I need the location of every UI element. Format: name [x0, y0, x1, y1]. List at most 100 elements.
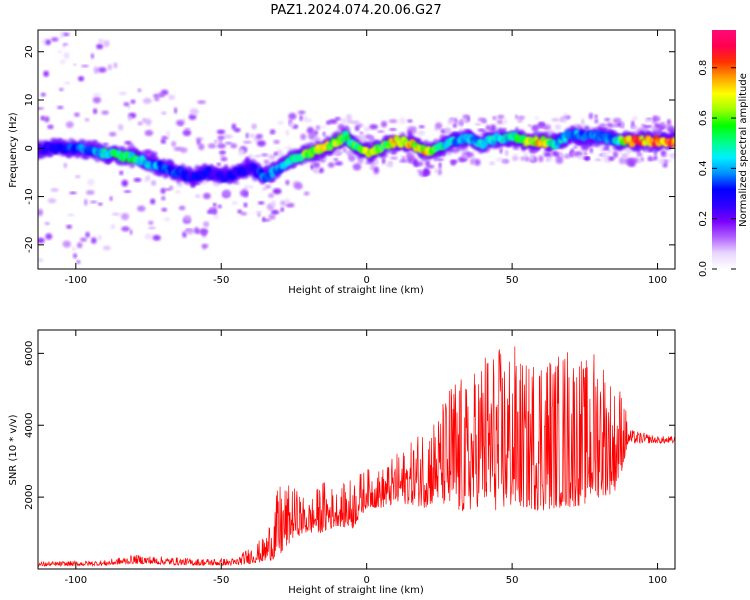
spectrogram-cell [92, 96, 101, 104]
spectrogram-cell [176, 119, 185, 126]
spectrogram-cell [300, 133, 307, 140]
spectrogram-cell [333, 158, 339, 161]
spectrogram-cell [348, 153, 353, 159]
spectrogram-cell [599, 123, 607, 129]
spectrogram-cell [240, 189, 248, 197]
spectrogram-cell [662, 162, 668, 168]
spectrogram-cell [268, 193, 275, 199]
snr-series-line [38, 346, 675, 567]
spectrogram-cell [171, 141, 177, 147]
spectrogram-cell [351, 120, 360, 125]
snr-frame [37, 329, 676, 570]
spectrogram-cell [44, 222, 50, 225]
spectrogram-cell [76, 242, 83, 249]
spectrogram-cell [216, 129, 226, 135]
spectrogram-cell [563, 154, 571, 159]
snr-y-ticks: 2000 4000 6000 [24, 341, 675, 510]
spectrogram-cell [40, 92, 46, 97]
spectrogram-cell [256, 140, 266, 147]
y-tick-label: -20 [24, 237, 35, 253]
spectrogram-cell [334, 161, 343, 166]
spectrogram-cell [453, 118, 458, 124]
spectrogram-cell [218, 137, 223, 145]
spectrogram-cell [47, 198, 57, 204]
spectrogram-cell [243, 140, 252, 144]
spectrogram-cell [160, 187, 166, 194]
spectrogram-cell [653, 150, 658, 155]
spectrogram-cell [224, 141, 233, 145]
spectrogram-cell [654, 123, 659, 127]
spectrogram-cell [666, 119, 671, 125]
spectrogram-cell [144, 233, 153, 240]
y-tick-label: 6000 [24, 341, 35, 366]
spectrogram-cell [388, 119, 398, 123]
spectrogram-cell [326, 120, 331, 125]
spectrogram-cell [184, 127, 191, 130]
spectrogram-cell [59, 59, 66, 64]
spectrogram-cell [40, 115, 46, 121]
spectrogram-cell [79, 237, 88, 242]
spectrogram-cell [123, 102, 130, 107]
spectrogram-cell [101, 110, 109, 115]
spectrogram-cell [120, 213, 130, 221]
spectrogram-cell [513, 153, 518, 157]
spectrogram-cell [185, 228, 194, 235]
spectrogram-cell [146, 175, 150, 181]
spectrogram-cell [437, 168, 442, 176]
ridge-core [398, 141, 405, 148]
spectrogram-cell [539, 122, 545, 127]
spectrogram-cell [364, 126, 370, 132]
x-tick-label: 50 [506, 575, 519, 586]
spectrogram-cell [319, 125, 327, 129]
spectrogram-cell [81, 64, 89, 68]
colorbar-tick-label: 0.6 [698, 110, 709, 126]
spectrogram-cell [503, 118, 508, 125]
spectrogram-cell [43, 70, 49, 77]
spectrogram-cell [422, 172, 428, 177]
spectrogram-cell [89, 200, 98, 204]
x-tick-label: 50 [506, 275, 519, 286]
spectrogram-cell [559, 152, 563, 159]
spectrogram-cell [495, 157, 504, 162]
spectrogram-cell [514, 114, 518, 120]
spectrogram-cell [258, 201, 265, 205]
spectrogram-cell [85, 190, 95, 195]
spectrogram-cell [219, 151, 226, 154]
x-tick-label: -50 [213, 575, 229, 586]
spectrogram-cell [303, 118, 313, 123]
spectrogram-cell [270, 132, 275, 135]
spectrogram-cell [222, 189, 231, 197]
spectrogram-cell [38, 107, 44, 110]
colorbar: 0.0 0.2 0.4 0.6 0.8 Normalized spectral ampl… [698, 30, 749, 277]
spectrogram-cell [110, 224, 116, 230]
spectrogram-cell [401, 156, 407, 162]
spectrogram-cell [373, 167, 380, 174]
spectrogram-cell [294, 182, 303, 190]
spectrogram-cell [63, 52, 70, 60]
spectrogram-cell [434, 168, 438, 174]
spectrogram-cell [240, 211, 247, 216]
spectrogram-cell [255, 211, 262, 214]
spectrogram-ridge [38, 125, 675, 188]
snr-panel: -100 -50 0 50 100 2000 4000 6000 Height of str… [8, 329, 676, 596]
spectrogram-cell [217, 204, 222, 209]
spectrogram-cell [608, 156, 615, 161]
spectrogram-cell [369, 124, 379, 130]
snr-x-axis-label: Height of straight line (km) [288, 585, 424, 596]
spectrogram-cell [107, 64, 113, 71]
x-tick-label: 0 [363, 575, 369, 586]
spectrogram-cell [92, 92, 101, 97]
spectrogram-cell [270, 200, 276, 208]
spectrogram-cell [534, 116, 540, 120]
spectrogram-cell [189, 108, 199, 116]
spectrogram-cell [44, 116, 50, 123]
spectrogram-cell [67, 213, 75, 217]
spectrogram-cell [322, 131, 326, 137]
spectrogram-cell [612, 117, 622, 124]
spectrogram-cell [108, 131, 117, 137]
spectrogram-cell [261, 153, 269, 157]
spectrogram-cell [354, 125, 360, 131]
snr-x-ticks: -100 -50 0 50 100 [64, 330, 667, 586]
spectrogram-cell [62, 240, 71, 248]
